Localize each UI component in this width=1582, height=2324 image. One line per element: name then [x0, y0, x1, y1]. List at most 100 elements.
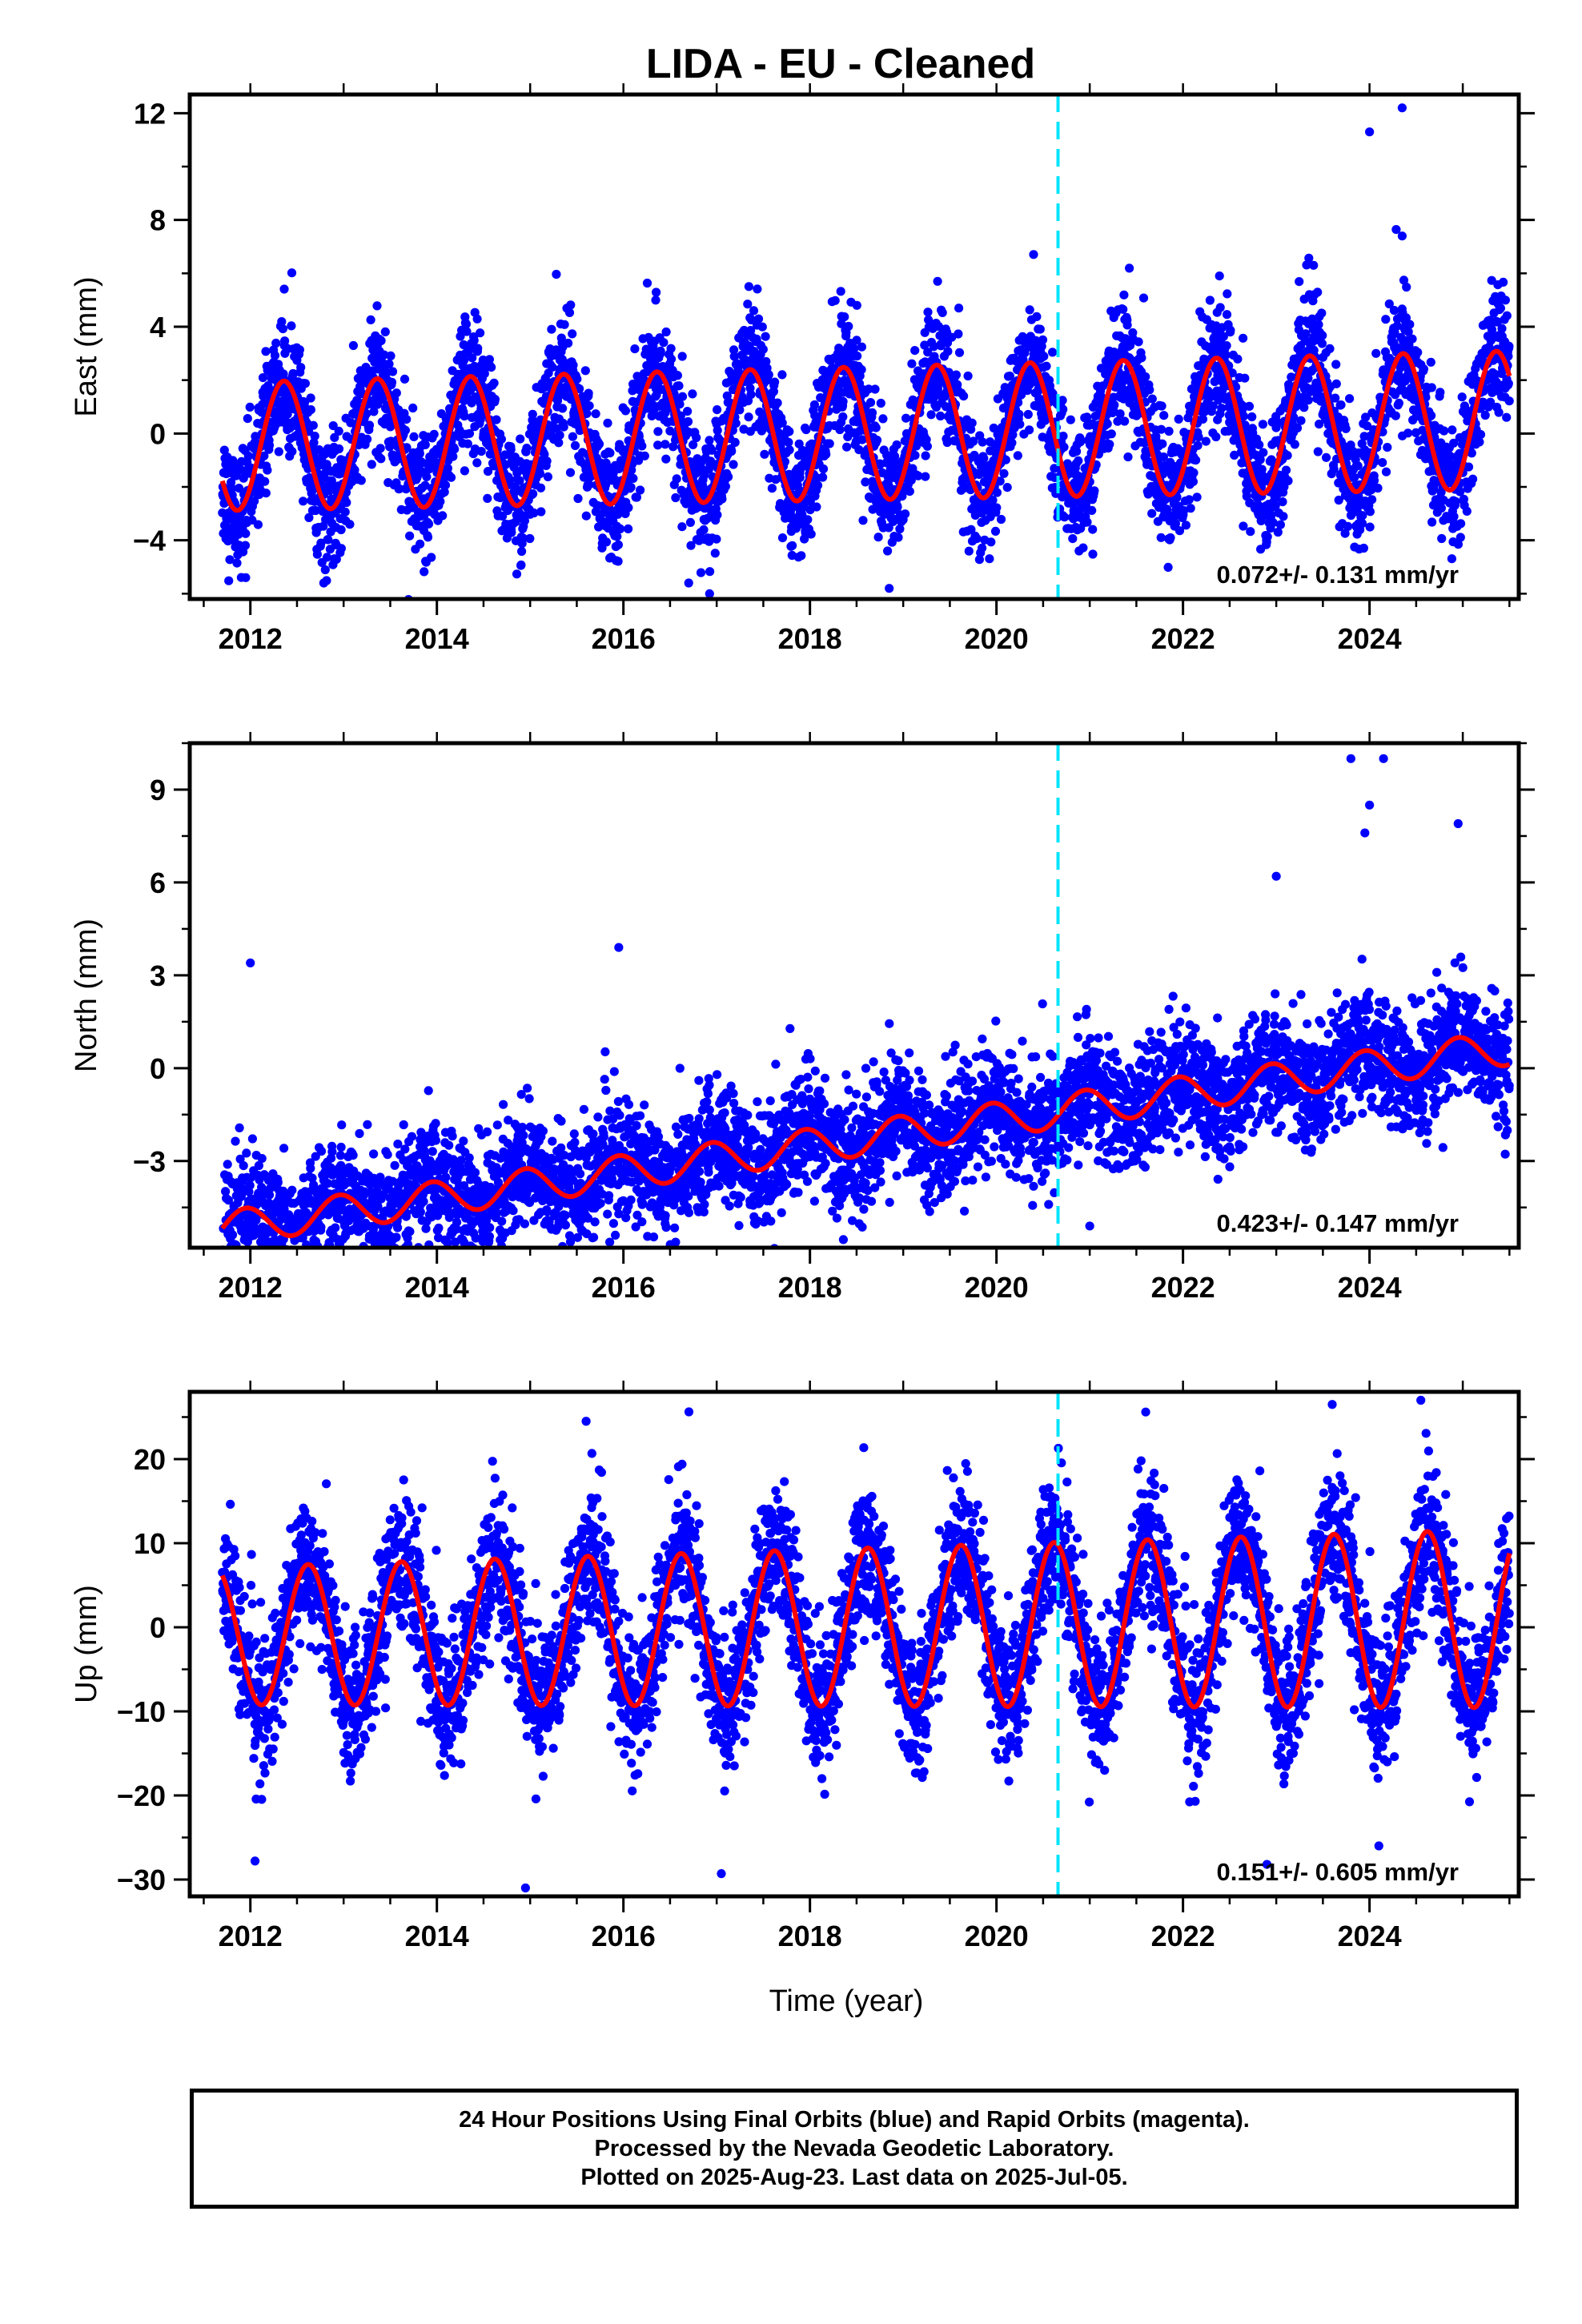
- data-point: [967, 418, 977, 428]
- data-point: [568, 360, 578, 370]
- x-tick-label: 2024: [1338, 622, 1402, 655]
- data-point: [1239, 333, 1248, 343]
- data-point: [287, 1255, 296, 1264]
- data-point: [1402, 282, 1411, 292]
- data-point: [266, 1261, 275, 1270]
- data-point: [400, 374, 410, 384]
- data-point: [1317, 308, 1327, 318]
- data-point: [1039, 352, 1049, 361]
- data-point: [223, 1160, 232, 1169]
- data-point: [463, 439, 472, 448]
- data-point: [387, 367, 398, 376]
- data-point: [594, 439, 604, 449]
- data-point: [408, 403, 418, 413]
- data-point: [554, 438, 564, 448]
- data-point: [616, 524, 625, 534]
- data-point: [630, 344, 640, 354]
- data-point: [795, 472, 805, 483]
- data-point: [1226, 325, 1235, 335]
- data-point: [379, 350, 389, 360]
- data-point: [1405, 320, 1415, 329]
- data-point: [1239, 521, 1248, 531]
- data-point: [352, 396, 362, 405]
- data-point: [395, 484, 404, 494]
- data-point: [311, 505, 320, 516]
- data-point: [1087, 505, 1097, 516]
- data-point: [306, 405, 315, 415]
- data-point: [469, 336, 479, 345]
- data-point: [292, 1277, 301, 1285]
- data-point: [560, 320, 569, 329]
- data-point: [287, 1185, 297, 1195]
- y-tick-label: 8: [150, 204, 166, 237]
- data-point: [992, 503, 1002, 513]
- data-point: [760, 449, 769, 459]
- data-point: [280, 336, 290, 346]
- data-point: [1074, 456, 1083, 466]
- data-point: [1029, 250, 1038, 259]
- data-point: [515, 476, 524, 485]
- data-point: [517, 546, 527, 557]
- x-tick-label: 2012: [219, 622, 283, 655]
- data-point: [242, 1148, 251, 1158]
- data-point: [867, 408, 877, 417]
- data-point: [744, 412, 753, 422]
- data-point: [838, 412, 848, 422]
- data-point: [582, 408, 592, 418]
- data-point: [483, 493, 492, 504]
- data-point: [878, 414, 888, 424]
- data-point: [1014, 409, 1024, 419]
- data-point: [529, 508, 539, 518]
- data-point: [1137, 353, 1146, 363]
- data-point: [271, 1249, 280, 1258]
- data-point: [683, 416, 693, 427]
- data-point: [830, 296, 840, 305]
- data-point: [990, 526, 1001, 537]
- data-point: [818, 464, 829, 474]
- data-point: [219, 1257, 227, 1266]
- data-point: [777, 533, 788, 543]
- data-point: [1475, 437, 1484, 447]
- data-point: [522, 444, 532, 453]
- data-point: [713, 510, 722, 520]
- data-point: [322, 576, 331, 585]
- data-point: [857, 365, 866, 375]
- chart-title: LIDA - EU - Cleaned: [646, 41, 1035, 87]
- data-point: [259, 451, 269, 460]
- data-point: [963, 371, 973, 381]
- data-point: [1138, 293, 1149, 303]
- data-point: [287, 447, 297, 456]
- data-point: [260, 476, 270, 486]
- data-point: [1383, 443, 1392, 452]
- data-point: [369, 407, 379, 416]
- data-point: [1134, 337, 1143, 347]
- data-point: [247, 1134, 257, 1144]
- data-point: [842, 442, 852, 452]
- data-point: [730, 437, 740, 448]
- data-point: [717, 494, 727, 504]
- data-point: [228, 1248, 237, 1257]
- x-tick-label: 2018: [778, 622, 842, 655]
- data-point: [674, 381, 684, 391]
- x-tick-label: 2022: [1151, 622, 1215, 655]
- data-point: [979, 453, 989, 464]
- data-point: [1345, 394, 1355, 404]
- data-point: [1296, 416, 1306, 425]
- data-point: [1013, 451, 1022, 460]
- data-point: [293, 1278, 302, 1287]
- data-point: [749, 306, 759, 316]
- data-point: [1325, 344, 1335, 353]
- data-point: [568, 329, 577, 339]
- data-point: [580, 366, 590, 376]
- data-point: [1215, 303, 1225, 312]
- data-point: [1341, 424, 1351, 433]
- data-point: [705, 589, 714, 599]
- data-point: [1201, 436, 1211, 446]
- data-point: [476, 447, 486, 456]
- data-point: [910, 346, 920, 356]
- data-point: [336, 525, 346, 535]
- data-point: [363, 434, 372, 444]
- data-point: [1048, 348, 1058, 357]
- data-point: [573, 493, 583, 504]
- data-point: [225, 1249, 234, 1258]
